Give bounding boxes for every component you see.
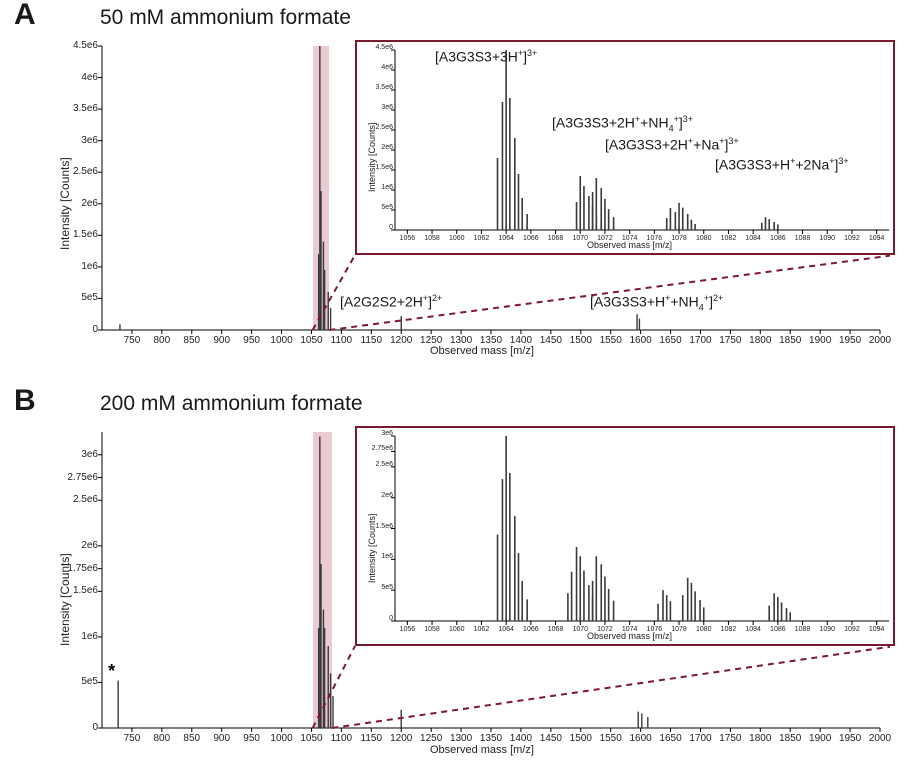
panel-a-inset-annot-1: [A3G3S3+3H+]3+ [435,48,537,65]
panel-b-inset: Intensity [Counts] Observed mass [m/z] 0… [355,426,895,646]
panel-a-annot-2: [A3G3S3+H++NH4+]2+ [590,293,723,312]
panel-a-xlabel: Observed mass [m/z] [430,345,534,357]
panel-b-title: 200 mM ammonium formate [100,392,363,416]
panel-b-asterisk: * [108,661,115,682]
panel-a-title: 50 mM ammonium formate [100,6,351,30]
panel-b: B 200 mM ammonium formate Intensity [Cou… [10,388,904,778]
panel-b-label: B [14,384,36,418]
panel-a-annot-1: [A2G2S2+2H+]2+ [340,293,442,310]
panel-a-inset-annot-3: [A3G3S3+2H++Na+]3+ [605,136,739,153]
panel-a-label: A [14,0,36,32]
panel-a-inset-annot-4: [A3G3S3+H++2Na+]3+ [715,156,849,173]
panel-a-inset-annot-2: [A3G3S3+2H++NH4+]3+ [552,114,693,133]
panel-a-inset: Intensity [Counts] Observed mass [m/z] 0… [355,40,895,255]
panel-b-inset-spectrum [357,428,897,633]
panel-a: A 50 mM ammonium formate Intensity [Coun… [10,0,904,385]
panel-b-xlabel: Observed mass [m/z] [430,744,534,756]
